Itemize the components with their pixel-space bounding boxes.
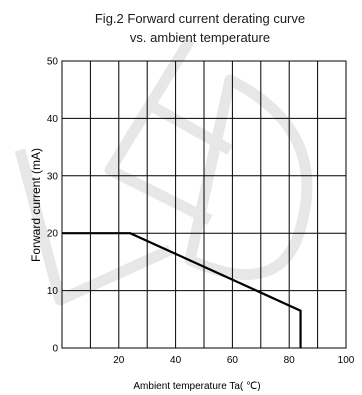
watermark-letter-l — [14, 148, 173, 306]
x-tick-label: 60 — [227, 355, 239, 366]
led-watermark — [14, 37, 313, 306]
grid — [62, 61, 346, 348]
y-tick-label: 30 — [47, 171, 59, 182]
chart-title: Fig.2 Forward current derating curve — [95, 11, 305, 26]
y-axis-ticks: 0 10 20 30 40 50 — [47, 57, 59, 355]
x-axis-ticks: 20 40 60 80 100 — [113, 355, 355, 366]
x-tick-label: 20 — [113, 355, 125, 366]
chart-subtitle: vs. ambient temperature — [130, 30, 270, 45]
x-axis-label: Ambient temperature Ta( ℃) — [133, 381, 260, 392]
watermark-letter-d — [184, 74, 313, 280]
x-tick-label: 100 — [338, 355, 355, 366]
y-tick-label: 10 — [47, 286, 59, 297]
y-tick-label: 50 — [47, 57, 59, 68]
plot-frame — [61, 60, 347, 349]
derating-curve-line — [62, 232, 302, 348]
x-tick-label: 40 — [170, 355, 182, 366]
y-tick-label: 20 — [47, 229, 59, 240]
y-tick-label: 0 — [52, 344, 58, 355]
y-axis-label: Forward current (mA) — [29, 148, 43, 262]
y-tick-label: 40 — [47, 114, 59, 125]
watermark-letter-e — [104, 37, 233, 225]
x-tick-label: 80 — [284, 355, 296, 366]
